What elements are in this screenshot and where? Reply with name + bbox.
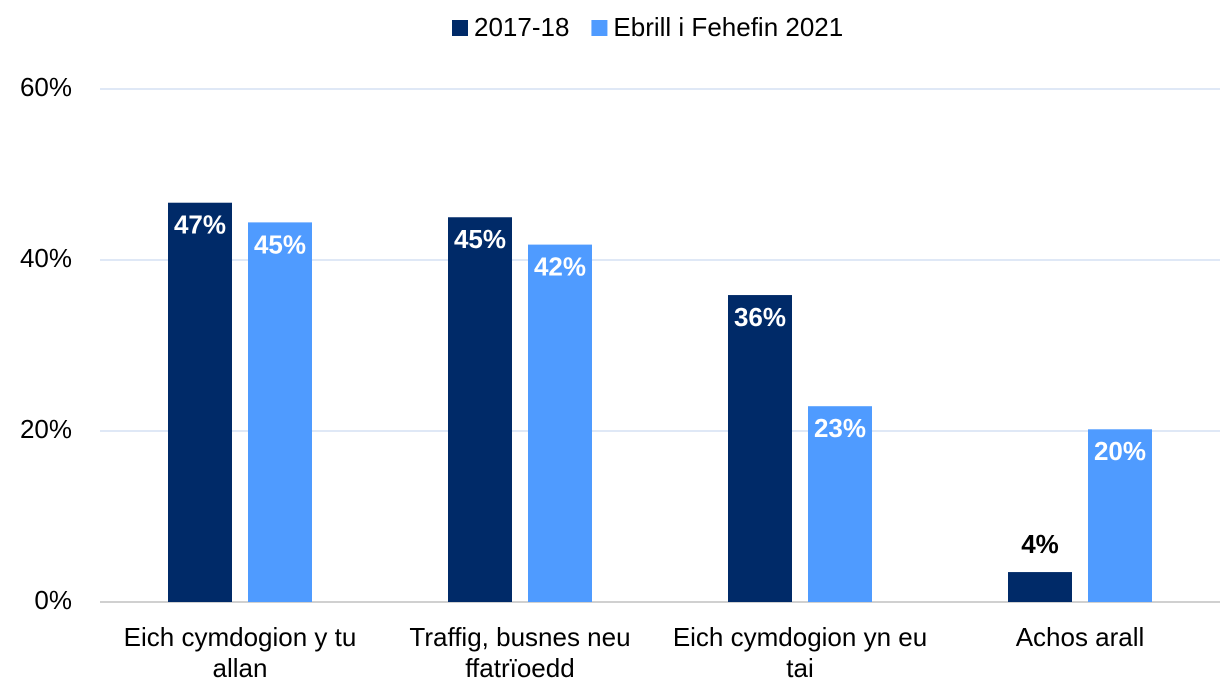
value-label: 45% xyxy=(254,229,306,259)
value-label: 36% xyxy=(734,302,786,332)
value-label: 42% xyxy=(534,251,586,281)
y-tick-label: 0% xyxy=(34,585,72,615)
value-label: 23% xyxy=(814,413,866,443)
y-tick-label: 40% xyxy=(20,243,72,273)
legend-swatch xyxy=(591,20,608,36)
bar xyxy=(168,202,232,602)
bar xyxy=(1008,572,1072,602)
legend-label: 2017-18 xyxy=(474,12,569,42)
value-label: 45% xyxy=(454,224,506,254)
y-tick-label: 60% xyxy=(20,72,72,102)
bar xyxy=(1088,429,1152,602)
x-tick-label: Eich cymdogion yn eu tai xyxy=(672,622,928,683)
x-tick-label: Traffig, busnes neu ffatrïoedd xyxy=(409,622,631,683)
bar xyxy=(448,217,512,602)
y-tick-label: 20% xyxy=(20,414,72,444)
legend-label: Ebrill i Fehefin 2021 xyxy=(613,12,843,42)
x-tick-label: Achos arall xyxy=(1015,622,1145,652)
bar xyxy=(728,295,792,602)
x-tick-label: Eich cymdogion y tu allan xyxy=(123,622,357,683)
legend-swatch xyxy=(452,20,468,36)
value-label: 4% xyxy=(1021,529,1059,559)
bar xyxy=(528,244,592,603)
value-label: 47% xyxy=(174,210,226,240)
bar xyxy=(808,406,872,602)
value-label: 20% xyxy=(1094,436,1146,466)
bar xyxy=(248,222,312,602)
